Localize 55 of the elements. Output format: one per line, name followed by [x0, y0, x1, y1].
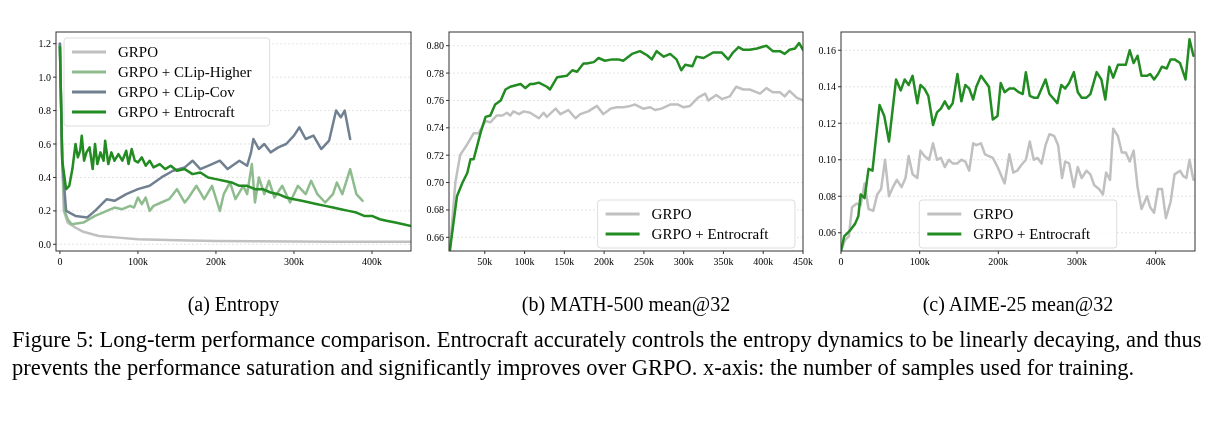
legend-label: GRPO + Entrocraft: [973, 226, 1091, 243]
y-tick-label: 0.10: [818, 154, 836, 166]
legend-label: GRPO + Entrocraft: [651, 226, 770, 243]
y-tick-label: 0.70: [426, 177, 444, 189]
x-tick-label: 300k: [673, 256, 694, 267]
x-tick-label: 100k: [514, 256, 535, 267]
x-tick-label: 400k: [753, 256, 774, 267]
x-tick-label: 100k: [909, 256, 930, 267]
line-series: [841, 38, 1195, 251]
caption: Figure 5: Long-term performance comparison. Entrocraft accurately controls the entropy dynamics to be linearly decaying, and thus prevents the performance saturation and significantly improves over GRPO. x-axis: the number of samples used for training.: [11, 326, 1203, 382]
legend-label: GRPO + Entrocraft: [118, 104, 236, 121]
line-series: [841, 127, 1195, 251]
line-series: [449, 41, 803, 251]
x-tick-label: 350k: [713, 256, 734, 267]
y-tick-label: 0.4: [38, 171, 51, 183]
y-tick-label: 0.68: [426, 204, 444, 216]
x-tick-label: 400k: [361, 256, 382, 267]
y-tick-label: 0.12: [818, 117, 836, 129]
x-tick-label: 50k: [477, 256, 493, 267]
x-axis-title: (a) Entropy: [187, 293, 280, 316]
x-tick-label: 150k: [554, 256, 575, 267]
y-tick-label: 0.8: [38, 105, 51, 117]
y-tick-label: 0.14: [818, 81, 836, 93]
x-tick-label: 0: [57, 256, 63, 267]
y-tick-label: 0.74: [426, 122, 444, 134]
legend-label: GRPO: [973, 206, 1014, 223]
x-tick-label: 100k: [127, 256, 148, 267]
y-tick-label: 0.72: [426, 149, 444, 161]
y-tick-label: 0.78: [426, 67, 444, 79]
legend-label: GRPO: [651, 206, 692, 223]
y-tick-label: 0.76: [426, 94, 444, 106]
x-tick-label: 400k: [1145, 256, 1166, 267]
y-tick-label: 0.6: [38, 138, 51, 150]
x-axis-title: (c) AIME-25 mean@32: [922, 293, 1114, 316]
x-tick-label: 200k: [594, 256, 615, 267]
y-tick-label: 0.0: [38, 238, 51, 250]
y-tick-label: 0.08: [818, 190, 836, 202]
x-tick-label: 0: [838, 256, 844, 267]
y-tick-label: 0.2: [38, 205, 51, 217]
y-tick-label: 0.66: [426, 231, 444, 243]
legend-label: GRPO: [118, 44, 159, 61]
y-tick-label: 0.16: [818, 44, 836, 56]
legend-label: GRPO + CLip-Higher: [118, 64, 252, 81]
x-tick-label: 200k: [988, 256, 1009, 267]
x-tick-label: 300k: [283, 256, 304, 267]
x-axis-title: (b) MATH-500 mean@32: [521, 293, 731, 316]
y-tick-label: 0.80: [426, 40, 444, 52]
y-tick-label: 1.2: [38, 38, 51, 50]
y-tick-label: 1.0: [38, 71, 51, 83]
y-tick-label: 0.06: [818, 227, 836, 239]
legend-label: GRPO + CLip-Cov: [118, 84, 236, 101]
x-tick-label: 200k: [205, 256, 226, 267]
x-tick-label: 300k: [1067, 256, 1087, 267]
x-tick-label: 250k: [633, 256, 654, 267]
x-tick-label: 450k: [793, 256, 813, 267]
